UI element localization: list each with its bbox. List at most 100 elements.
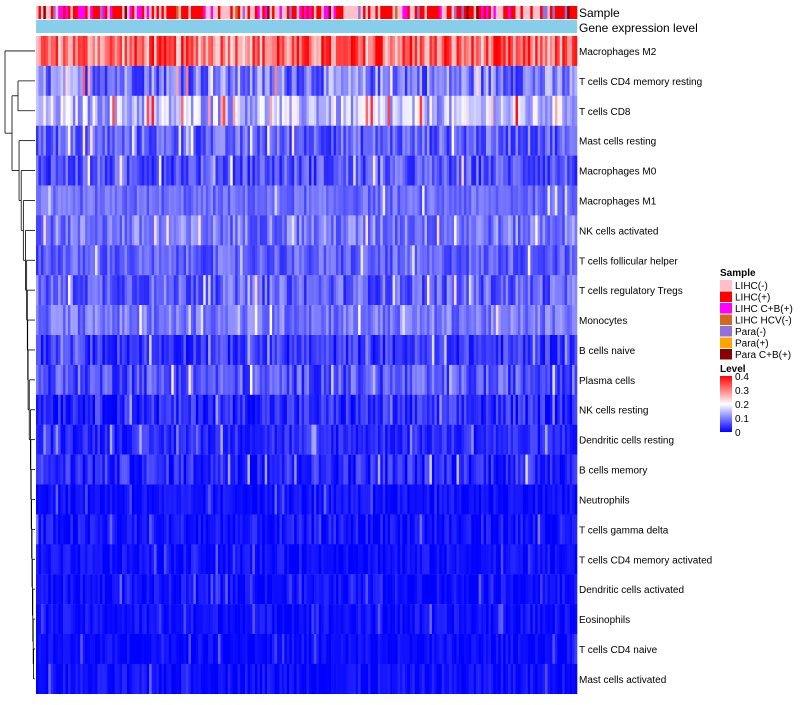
heatmap-cell [545,485,548,515]
heatmap-cell [570,126,573,156]
heatmap-cell [422,485,425,515]
heatmap-cell [220,66,223,96]
heatmap-cell [319,275,322,305]
heatmap-cell [152,455,155,485]
heatmap-cell [405,156,408,186]
heatmap-cell [567,395,570,425]
heatmap-cell [265,126,268,156]
heatmap-cell [238,126,241,156]
heatmap-cell [562,634,565,664]
heatmap-cell [277,186,280,216]
heatmap-cell [535,245,538,275]
heatmap-cell [66,604,69,634]
heatmap-cell [366,66,369,96]
heatmap-cell [410,425,413,455]
heatmap-cell [481,305,484,335]
heatmap-cell [457,544,460,574]
heatmap-cell [307,604,310,634]
heatmap-cell [373,335,376,365]
heatmap-cell [250,335,253,365]
heatmap-cell [388,156,391,186]
heatmap-cell [51,574,54,604]
heatmap-cell [358,245,361,275]
heatmap-cell [570,335,573,365]
heatmap-cell [235,66,238,96]
heatmap-cell [292,305,295,335]
heatmap-cell [466,604,469,634]
sample-annotation-cell [127,6,130,19]
heatmap-cell [83,425,86,455]
heatmap-cell [425,455,428,485]
heatmap-cell [198,574,201,604]
heatmap-cell [144,514,147,544]
heatmap-cell [336,365,339,395]
heatmap-cell [78,96,81,126]
heatmap-cell [351,215,354,245]
heatmap-cell [417,156,420,186]
heatmap-cell [257,395,260,425]
heatmap-cell [41,245,44,275]
heatmap-cell [309,305,312,335]
heatmap-cell [154,604,157,634]
heatmap-cell [415,485,418,515]
heatmap-cell [395,634,398,664]
heatmap-cell [572,514,575,544]
heatmap-cell [479,275,482,305]
heatmap-cell [516,365,519,395]
heatmap-cell [184,455,187,485]
heatmap-cell [240,365,243,395]
heatmap-cell [176,186,179,216]
heatmap-cell [464,66,467,96]
heatmap-cell [70,574,73,604]
heatmap-cell [203,275,206,305]
heatmap-cell [380,425,383,455]
heatmap-cell [493,96,496,126]
heatmap-cell [144,365,147,395]
heatmap-cell [543,544,546,574]
heatmap-cell [429,215,432,245]
heatmap-cell [88,305,91,335]
heatmap-cell [540,66,543,96]
heatmap-cell [68,66,71,96]
heatmap-cell [292,604,295,634]
heatmap-cell [169,395,172,425]
heatmap-cell [459,126,462,156]
sample-annotation-cell [474,6,477,19]
heatmap-cell [137,634,140,664]
sample-annotation-cell [439,6,442,19]
heatmap-cell [154,245,157,275]
heatmap-cell [95,425,98,455]
heatmap-cell [395,365,398,395]
heatmap-cell [134,455,137,485]
heatmap-cell [304,574,307,604]
heatmap-cell [575,36,578,66]
heatmap-cell [125,215,128,245]
heatmap-cell [498,634,501,664]
heatmap-cell [134,485,137,515]
heatmap-cell [528,186,531,216]
heatmap-cell [294,66,297,96]
heatmap-cell [459,335,462,365]
heatmap-cell [255,485,258,515]
heatmap-cell [220,455,223,485]
heatmap-cell [292,425,295,455]
heatmap-cell [38,96,41,126]
heatmap-cell [56,425,59,455]
heatmap-cell [75,275,78,305]
heatmap-cell [380,126,383,156]
heatmap-cell [97,275,100,305]
heatmap-cell [129,395,132,425]
heatmap-cell [311,455,314,485]
heatmap-cell [85,425,88,455]
heatmap-cell [191,66,194,96]
heatmap-cell [125,395,128,425]
heatmap-cell [415,365,418,395]
heatmap-cell [216,245,219,275]
row-dendrogram [5,51,35,679]
heatmap-cell [356,126,359,156]
heatmap-cell [255,305,258,335]
heatmap-cell [176,425,179,455]
heatmap-cell [334,574,337,604]
heatmap-cell [373,66,376,96]
heatmap-cell [174,36,177,66]
